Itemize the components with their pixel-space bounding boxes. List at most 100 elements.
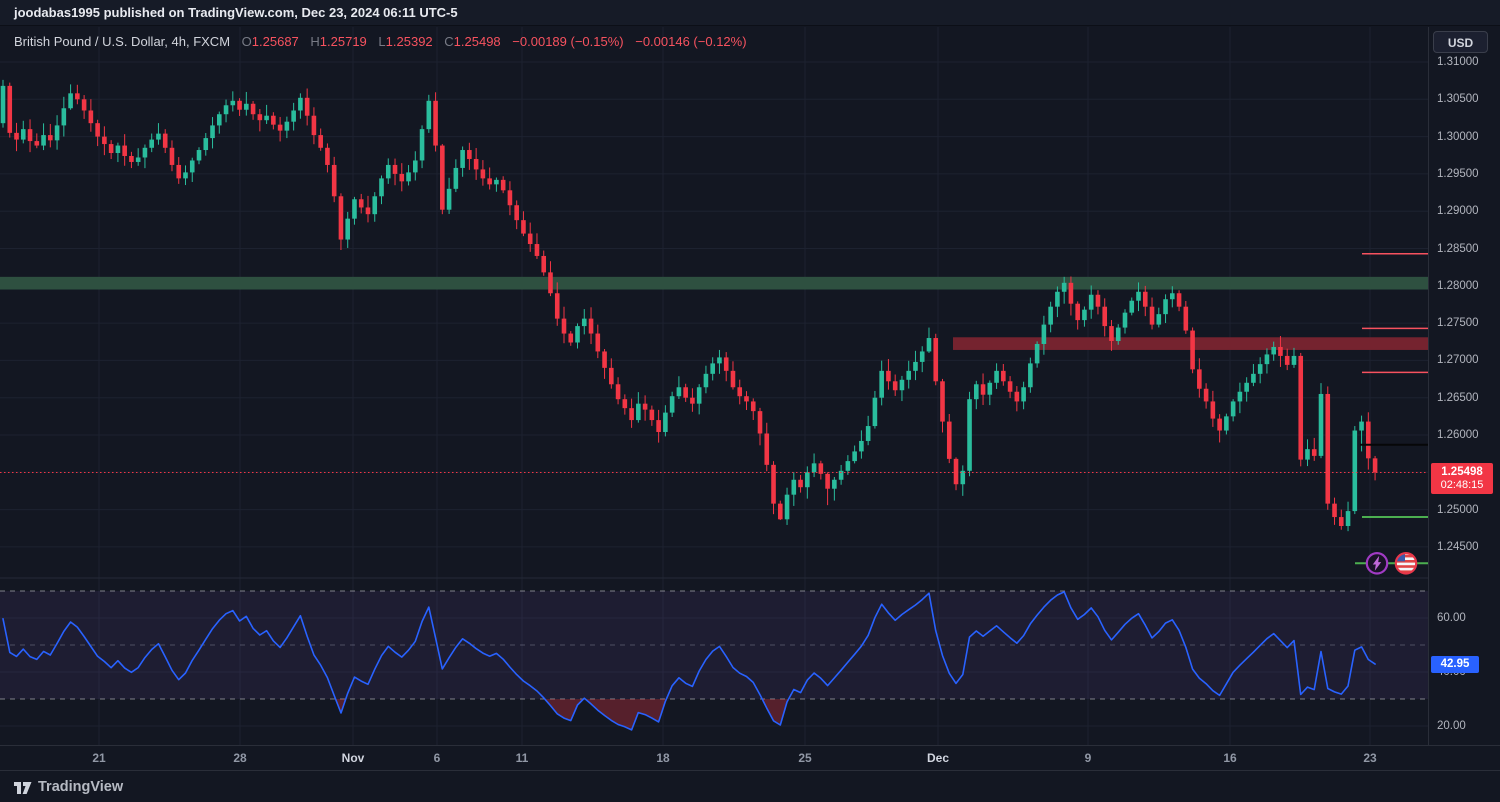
price-axis-label: 1.26000	[1437, 429, 1479, 441]
candle	[541, 255, 547, 273]
candle	[27, 129, 33, 142]
candle	[1271, 346, 1276, 355]
candle	[223, 105, 229, 115]
tradingview-logo-icon[interactable]	[13, 778, 32, 797]
candle	[1075, 303, 1080, 321]
candle	[723, 357, 729, 371]
candle	[926, 338, 932, 352]
candle	[0, 85, 6, 124]
price-axis-label: 1.30500	[1437, 93, 1479, 106]
candle	[237, 100, 242, 110]
symbol-title[interactable]: British Pound / U.S. Dollar, 4h, FXCM	[14, 34, 231, 49]
time-axis-label: 16	[1223, 751, 1237, 765]
candle	[210, 125, 215, 139]
candle	[1298, 355, 1304, 460]
candle	[872, 397, 878, 427]
time-axis-label: 28	[233, 751, 247, 765]
rsi-line[interactable]	[2, 591, 1376, 731]
rsi-band	[0, 591, 1428, 699]
candle	[284, 121, 290, 131]
time-axis-label: 6	[433, 751, 441, 765]
candle	[805, 472, 810, 488]
candle	[1156, 314, 1162, 325]
candle	[588, 318, 594, 334]
price-axis-label: 1.29500	[1437, 167, 1479, 180]
currency-toggle-button[interactable]: USD	[1433, 31, 1488, 53]
candle	[1142, 291, 1148, 307]
candle	[946, 421, 952, 459]
candle	[1197, 369, 1202, 389]
candle	[676, 387, 682, 397]
candle	[433, 100, 438, 146]
rsi-oversold-fill	[544, 699, 584, 721]
candle	[176, 164, 182, 179]
candle	[203, 138, 209, 151]
rsi-oversold-fill	[585, 699, 667, 730]
candle	[1190, 330, 1195, 370]
time-axis[interactable]: 21 28 Nov 6 11 18 25 Dec 9 16 23	[0, 745, 1500, 771]
flag-event-ring	[1394, 552, 1418, 575]
rsi-axis-label: 60.00	[1437, 612, 1466, 624]
time-axis-label: Nov	[341, 751, 365, 765]
candle	[629, 408, 634, 421]
candle	[737, 387, 743, 397]
candle	[1338, 517, 1344, 527]
candle	[784, 494, 790, 520]
candle	[771, 464, 776, 504]
candle	[953, 458, 959, 485]
candle	[1034, 343, 1040, 364]
candle	[1284, 355, 1290, 365]
price-axis[interactable]: USD 1.25498 02:48:15 42.95 1.31000 1.3050…	[1428, 27, 1500, 745]
candle	[7, 85, 13, 133]
candle	[467, 150, 472, 159]
candle	[777, 503, 783, 520]
candle	[1007, 381, 1013, 392]
candle	[244, 103, 249, 110]
candle	[298, 97, 303, 111]
candle	[291, 110, 296, 122]
candle	[845, 461, 851, 471]
price-axis-label: 1.31000	[1437, 56, 1479, 68]
time-axis-label: 21	[92, 751, 106, 765]
candle	[102, 136, 107, 145]
candle	[521, 220, 526, 234]
time-axis-label: 23	[1363, 751, 1377, 765]
candle	[1021, 387, 1026, 402]
candle	[663, 412, 668, 433]
rsi-axis-label: 20.00	[1437, 720, 1466, 732]
price-chart-canvas[interactable]	[0, 27, 1428, 745]
symbol-header[interactable]: British Pound / U.S. Dollar, 4h, FXCM O1…	[14, 34, 747, 49]
candle	[115, 145, 121, 154]
us-flag-icon[interactable]	[1396, 553, 1416, 573]
candle	[1122, 312, 1128, 328]
candle	[1095, 294, 1101, 307]
candle	[1264, 354, 1270, 365]
candle	[412, 160, 418, 173]
resistance-zone[interactable]	[0, 276, 1428, 290]
close-value: 1.25498	[453, 34, 501, 49]
candle	[825, 473, 830, 489]
candle	[1055, 291, 1060, 307]
open-value: 1.25687	[251, 34, 299, 49]
candle	[1115, 327, 1121, 342]
candle	[1257, 364, 1263, 374]
candle	[54, 125, 60, 141]
candle	[1224, 416, 1229, 431]
candle	[811, 463, 817, 473]
candle	[352, 199, 357, 219]
candle	[1325, 393, 1331, 504]
candle	[636, 403, 641, 421]
candle	[1068, 282, 1074, 304]
candle	[48, 135, 53, 141]
candle	[987, 382, 993, 395]
candle	[1278, 346, 1283, 356]
candle	[129, 155, 134, 162]
candle	[960, 470, 966, 485]
candle	[798, 479, 803, 488]
candle	[602, 351, 607, 368]
candle	[61, 108, 67, 126]
candle	[345, 218, 351, 240]
chart-area[interactable]: British Pound / U.S. Dollar, 4h, FXCM O1…	[0, 27, 1428, 745]
candle	[892, 381, 898, 391]
tradingview-wordmark[interactable]: TradingView	[38, 779, 124, 795]
